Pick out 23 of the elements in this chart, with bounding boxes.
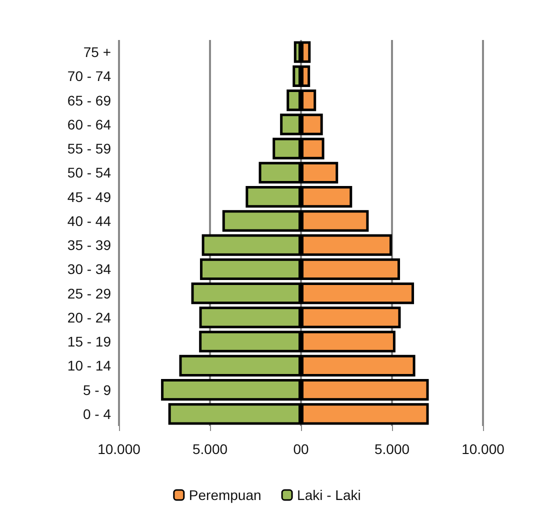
y-tick-label: 10 - 14 xyxy=(67,358,112,374)
x-tick-label: 00 xyxy=(293,441,309,457)
legend-label: Perempuan xyxy=(188,487,262,503)
x-tick-label: 5.000 xyxy=(192,441,228,457)
y-tick-label: 45 - 49 xyxy=(67,188,112,205)
y-tick-label: 30 - 34 xyxy=(67,261,112,278)
x-tick-label: 10.000 xyxy=(98,441,141,457)
y-tick-label: 5 - 9 xyxy=(82,382,112,398)
y-tick-label: 60 - 64 xyxy=(67,116,112,132)
y-tick-label: 40 - 44 xyxy=(67,212,112,229)
legend-label: Laki - Laki xyxy=(297,487,361,503)
y-tick-label: 35 - 39 xyxy=(67,237,112,254)
y-tick-label: 25 - 29 xyxy=(67,285,112,302)
y-tick-label: 15 - 19 xyxy=(67,334,112,350)
y-tick-label: 65 - 69 xyxy=(67,92,112,108)
y-tick-label: 50 - 54 xyxy=(67,164,112,181)
y-tick-label: 20 - 24 xyxy=(67,309,112,326)
y-tick-label: 70 - 74 xyxy=(67,68,112,84)
x-tick-label: 5.000 xyxy=(374,441,410,457)
x-tick-label: 10.000 xyxy=(462,441,505,457)
y-tick-label: 55 - 59 xyxy=(67,140,112,157)
y-tick-label: 0 - 4 xyxy=(82,406,112,422)
y-tick-label: 75 + xyxy=(83,44,111,60)
